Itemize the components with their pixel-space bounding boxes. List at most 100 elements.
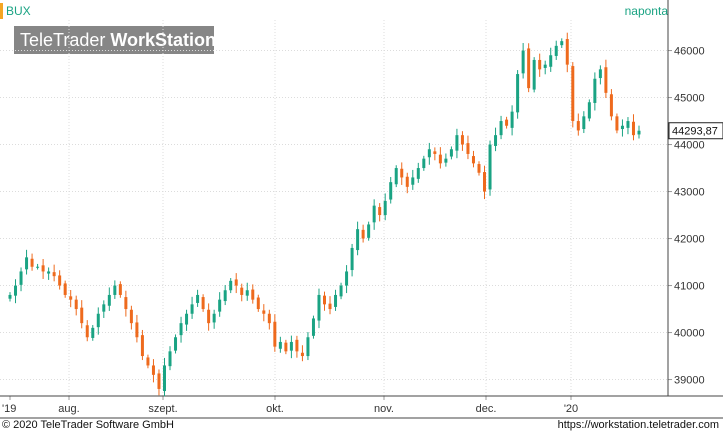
candle-body: [146, 357, 150, 366]
candle-body: [438, 154, 442, 164]
candle-body: [521, 50, 525, 74]
candle-body: [416, 168, 420, 179]
candle-body: [174, 337, 178, 351]
candle-body: [151, 365, 155, 375]
candle-body: [234, 279, 238, 286]
candle-body: [609, 94, 613, 117]
candle-body: [411, 177, 415, 185]
symbol-label[interactable]: BUX: [6, 4, 31, 18]
candle-body: [306, 337, 310, 357]
candle-body: [223, 290, 227, 302]
candle-body: [488, 144, 492, 190]
candle-body: [328, 303, 332, 310]
last-price-box: [668, 122, 723, 140]
candle-body: [36, 266, 40, 268]
x-tick-label: nov.: [374, 403, 394, 415]
candle-body: [499, 121, 503, 136]
candle-body: [124, 297, 128, 310]
candle-body: [345, 271, 349, 286]
candle-body: [135, 322, 139, 338]
candle-body: [372, 205, 376, 223]
candle-body: [598, 69, 602, 79]
candle-body: [587, 102, 591, 119]
candle-body: [549, 55, 553, 67]
candle-body: [483, 172, 487, 192]
candle-body: [207, 309, 211, 324]
symbol-marker: [0, 3, 3, 19]
candle-body: [19, 271, 23, 285]
candle-body: [323, 295, 326, 305]
candle-body: [339, 285, 343, 297]
candle-body: [383, 200, 387, 216]
candle-body: [85, 325, 89, 338]
candle-body: [218, 299, 222, 312]
candle-body: [565, 39, 569, 65]
candle-body: [532, 59, 536, 90]
candle-body: [69, 296, 73, 300]
candle-body: [295, 339, 299, 352]
copyright-text: © 2020 TeleTrader Software GmbH: [2, 419, 174, 431]
candle-body: [477, 164, 481, 173]
candle-body: [400, 168, 404, 178]
candle-body: [41, 265, 45, 272]
candle-body: [631, 121, 635, 136]
candle-body: [267, 313, 271, 324]
candle-body: [433, 151, 437, 154]
candle-body: [637, 130, 641, 135]
candle-body: [350, 247, 354, 271]
y-tick-label: 39000: [674, 375, 705, 387]
candle-body: [96, 313, 100, 328]
x-tick-label: aug.: [58, 403, 79, 415]
candle-body: [593, 78, 597, 103]
candle-body: [427, 149, 431, 158]
candle-body: [201, 297, 205, 310]
candle-body: [334, 294, 338, 307]
candle-body: [615, 116, 619, 131]
candle-body: [113, 285, 117, 295]
last-price-label: 44293,87: [672, 126, 718, 138]
candle-body: [394, 168, 398, 185]
candle-body: [278, 341, 282, 349]
logo-text-regular: TeleTrader: [20, 30, 111, 50]
candle-body: [168, 351, 172, 367]
candle-body: [538, 59, 542, 70]
candle-body: [179, 323, 183, 336]
candle-body: [317, 294, 321, 321]
candle-body: [25, 257, 29, 270]
candle-body: [80, 307, 84, 324]
candle-body: [63, 283, 67, 295]
candle-body: [284, 342, 288, 352]
candle-body: [52, 272, 56, 277]
x-tick-label: '19: [2, 403, 16, 415]
candle-body: [626, 121, 630, 128]
interval-label[interactable]: naponta: [624, 4, 668, 18]
candle-body: [405, 176, 409, 187]
candle-body: [576, 121, 580, 131]
candle-body: [471, 156, 475, 164]
candle-body: [129, 309, 133, 324]
candle-body: [196, 294, 200, 303]
candle-body: [449, 149, 453, 157]
candle-body: [74, 299, 78, 310]
candle-body: [571, 66, 575, 122]
source-url[interactable]: https://workstation.teletrader.com: [557, 419, 719, 431]
candle-body: [102, 304, 106, 312]
candle-body: [510, 111, 514, 128]
candle-body: [378, 207, 382, 216]
candle-body: [162, 365, 166, 392]
candle-body: [554, 45, 558, 56]
candle-body: [494, 135, 498, 146]
y-tick-label: 46000: [674, 46, 705, 58]
candle-body: [256, 297, 260, 310]
candle-body: [240, 287, 244, 295]
candle-body: [389, 182, 393, 200]
candle-body: [604, 67, 608, 93]
candle-body: [560, 41, 564, 46]
candle-body: [91, 327, 95, 338]
x-tick-label: dec.: [476, 403, 497, 415]
candle-body: [422, 158, 426, 169]
candle-body: [47, 271, 51, 274]
candle-body: [190, 304, 194, 314]
x-tick-label: okt.: [266, 403, 284, 415]
price-chart[interactable]: 39000 40000 41000 42000 43000 44000 45000 46000…: [0, 0, 723, 420]
